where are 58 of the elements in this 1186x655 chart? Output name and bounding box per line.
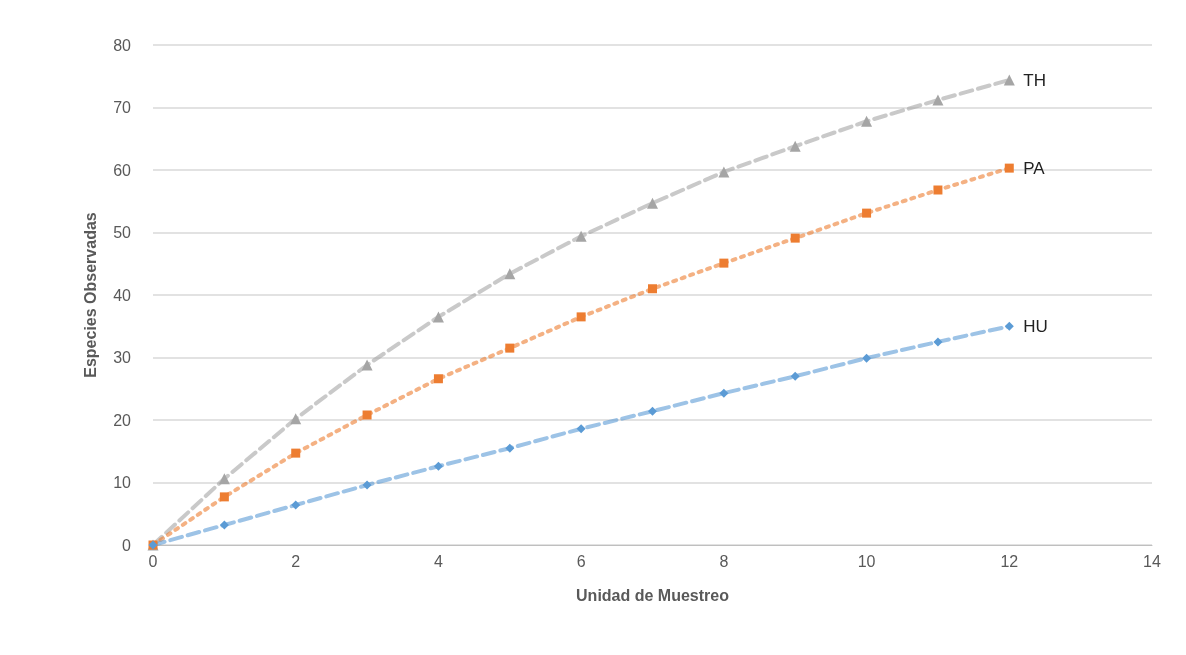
x-tick-label: 8 xyxy=(719,552,729,570)
point xyxy=(790,371,800,381)
point xyxy=(1004,321,1014,331)
x-tick-label: 4 xyxy=(433,552,443,570)
point xyxy=(718,166,730,178)
point xyxy=(219,492,229,502)
point xyxy=(933,337,943,347)
point xyxy=(576,424,586,434)
x-tick-label: 2 xyxy=(291,552,301,570)
point xyxy=(790,233,800,243)
point xyxy=(218,473,230,485)
point xyxy=(647,197,658,209)
x-tick-label: 12 xyxy=(1000,552,1019,570)
y-axis-title: Especies Observadas xyxy=(81,212,99,378)
y-tick-label: 20 xyxy=(113,411,132,429)
point xyxy=(1004,163,1014,173)
y-tick-label: 60 xyxy=(113,161,132,179)
point xyxy=(290,413,302,425)
y-tick-label: 10 xyxy=(113,474,132,491)
point xyxy=(576,312,586,322)
point xyxy=(861,115,873,127)
point xyxy=(432,311,444,323)
point xyxy=(932,94,944,106)
x-tick-label: 0 xyxy=(148,552,158,570)
x-tick-label: 10 xyxy=(857,552,876,570)
x-tick-label: 6 xyxy=(576,552,586,570)
y-tick-label: 80 xyxy=(113,36,132,54)
point xyxy=(1003,74,1015,86)
point xyxy=(291,448,301,458)
point xyxy=(575,230,587,242)
point xyxy=(362,480,372,490)
y-tick-label: 30 xyxy=(113,349,132,366)
point xyxy=(505,343,515,353)
point xyxy=(789,140,801,152)
series-label: HU xyxy=(1023,316,1048,336)
series-label: TH xyxy=(1023,70,1046,90)
y-tick-label: 0 xyxy=(122,536,132,554)
point xyxy=(219,520,229,530)
point xyxy=(862,208,872,218)
point xyxy=(648,284,657,294)
point xyxy=(504,268,516,280)
y-tick-label: 40 xyxy=(113,286,132,304)
point xyxy=(362,410,372,420)
point xyxy=(291,500,301,510)
point xyxy=(361,359,373,371)
point xyxy=(433,374,443,384)
point xyxy=(933,185,943,195)
point xyxy=(648,406,657,416)
y-tick-label: 70 xyxy=(113,99,132,116)
x-axis-title: Unidad de Muestreo xyxy=(576,586,730,604)
x-tick-label: 14 xyxy=(1143,552,1161,570)
point xyxy=(862,353,872,363)
point xyxy=(505,443,515,453)
y-tick-label: 50 xyxy=(113,224,132,241)
point xyxy=(719,388,729,398)
point xyxy=(719,258,729,268)
series-label: PA xyxy=(1023,158,1046,178)
point xyxy=(433,461,443,471)
